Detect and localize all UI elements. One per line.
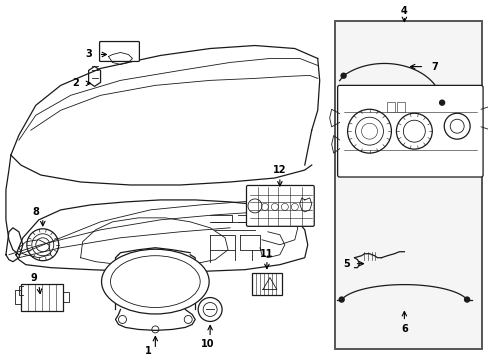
Ellipse shape: [110, 256, 200, 307]
Text: 12: 12: [273, 165, 286, 175]
Text: 4: 4: [400, 6, 407, 15]
Text: 2: 2: [72, 78, 79, 88]
FancyBboxPatch shape: [246, 185, 314, 226]
Bar: [334, 21, 481, 349]
Text: 11: 11: [260, 249, 273, 259]
Bar: [386, 102, 395, 112]
Bar: [397, 102, 405, 112]
Text: 6: 6: [400, 324, 407, 334]
Circle shape: [464, 297, 468, 302]
Ellipse shape: [102, 249, 209, 314]
Text: 9: 9: [30, 273, 37, 283]
FancyBboxPatch shape: [251, 273, 281, 294]
Text: 8: 8: [32, 207, 39, 217]
FancyBboxPatch shape: [21, 284, 62, 311]
Circle shape: [339, 297, 344, 302]
Bar: [334, 21, 481, 349]
Text: 5: 5: [343, 259, 349, 269]
FancyBboxPatch shape: [337, 85, 482, 177]
Circle shape: [439, 100, 444, 105]
Text: 7: 7: [430, 62, 437, 72]
Text: 1: 1: [145, 346, 151, 356]
FancyBboxPatch shape: [100, 41, 139, 62]
Circle shape: [341, 73, 346, 78]
Text: 3: 3: [85, 49, 92, 59]
Text: 10: 10: [201, 339, 214, 349]
